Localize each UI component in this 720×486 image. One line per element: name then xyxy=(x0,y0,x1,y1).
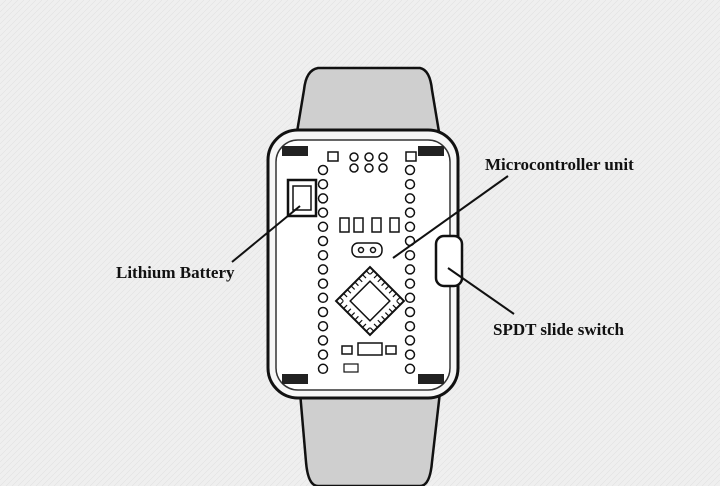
pin-hole-left xyxy=(317,320,329,332)
chip-pin xyxy=(381,281,386,287)
corner-connector-br xyxy=(418,374,444,384)
chip-pin xyxy=(346,289,352,294)
pcb-top-components xyxy=(327,151,417,258)
corner-connector-bl xyxy=(282,374,308,384)
pin-hole-left xyxy=(317,207,329,218)
chip-pin xyxy=(381,315,386,321)
pin-hole-left xyxy=(317,221,329,233)
label-lithium-battery: Lithium Battery xyxy=(116,263,235,282)
chip-pin xyxy=(346,308,352,313)
leader-line-microcontroller xyxy=(392,175,509,259)
pin-hole-left xyxy=(317,349,329,360)
chip-pin xyxy=(388,289,394,294)
label-spdt-slide-switch: SPDT slide switch xyxy=(493,320,624,339)
chip-pin xyxy=(377,319,382,325)
chip-pin xyxy=(369,327,375,332)
pin-hole-left xyxy=(317,249,329,261)
top-strap xyxy=(294,66,442,140)
pin-hole-right xyxy=(404,207,416,218)
pin-hole-left xyxy=(317,292,329,304)
usb-connector xyxy=(357,342,383,356)
pin-hole-right xyxy=(404,349,416,360)
slide-switch xyxy=(434,234,464,288)
leader-line-battery xyxy=(231,205,301,263)
pin-hole-right xyxy=(404,306,416,318)
chip-pin xyxy=(358,277,363,283)
pin-hole-left xyxy=(317,235,329,247)
pin-hole-right xyxy=(404,249,416,261)
pin-hole-right xyxy=(404,264,416,275)
corner-connector-tl xyxy=(282,146,308,156)
pin-hole-left xyxy=(317,278,329,289)
battery-terminal xyxy=(292,185,312,211)
chip-pin xyxy=(350,312,356,317)
pin-hole-left xyxy=(317,178,329,190)
chip-pin xyxy=(358,319,363,325)
chip-pin xyxy=(362,323,367,328)
chip-pin xyxy=(365,270,371,275)
chip-pin xyxy=(384,285,390,290)
chip-pin xyxy=(396,300,401,306)
pin-hole-right xyxy=(404,164,416,176)
chip-pin xyxy=(373,323,378,328)
pin-hole-right xyxy=(404,278,416,289)
pin-hole-left xyxy=(317,306,329,318)
chip-pin xyxy=(365,327,371,332)
label-microcontroller-unit: Microcontroller unit xyxy=(485,155,634,174)
chip-pin xyxy=(362,274,367,279)
pin-hole-left xyxy=(317,164,329,176)
pin-hole-right xyxy=(404,292,416,304)
chip-pin xyxy=(396,296,401,302)
pin-hole-left xyxy=(317,335,329,346)
pin-hole-right xyxy=(404,335,416,346)
bottom-strap xyxy=(298,390,442,486)
pin-hole-left xyxy=(317,193,329,204)
pin-hole-right xyxy=(404,193,416,204)
bottom-connector xyxy=(341,345,353,355)
chip-pin xyxy=(373,274,378,279)
chip-pin xyxy=(388,308,394,313)
chip-pin xyxy=(339,296,344,302)
pin-hole-right xyxy=(404,363,416,375)
chip-pin xyxy=(384,312,390,317)
pin-hole-left xyxy=(317,264,329,275)
chip-pin xyxy=(350,285,356,290)
microcontroller-chip xyxy=(334,265,406,337)
pin-hole-right xyxy=(404,320,416,332)
bottom-connector-right xyxy=(385,345,397,355)
leader-line-switch xyxy=(447,267,515,315)
pcb-pin-headers xyxy=(317,164,416,375)
chip-pin xyxy=(343,304,348,309)
pin-hole-right xyxy=(404,178,416,190)
chip-pin xyxy=(392,293,397,298)
chip-pin xyxy=(369,270,375,275)
chip-pin xyxy=(354,281,359,287)
chip-pin xyxy=(354,315,359,321)
chip-pin xyxy=(377,277,382,283)
chip-pin xyxy=(392,304,397,309)
corner-connector-tr xyxy=(418,146,444,156)
chip-pin xyxy=(339,300,344,306)
chip-pin xyxy=(343,293,348,298)
pin-hole-left xyxy=(317,363,329,375)
bottom-smd xyxy=(343,363,359,373)
pin-hole-right xyxy=(404,221,416,233)
